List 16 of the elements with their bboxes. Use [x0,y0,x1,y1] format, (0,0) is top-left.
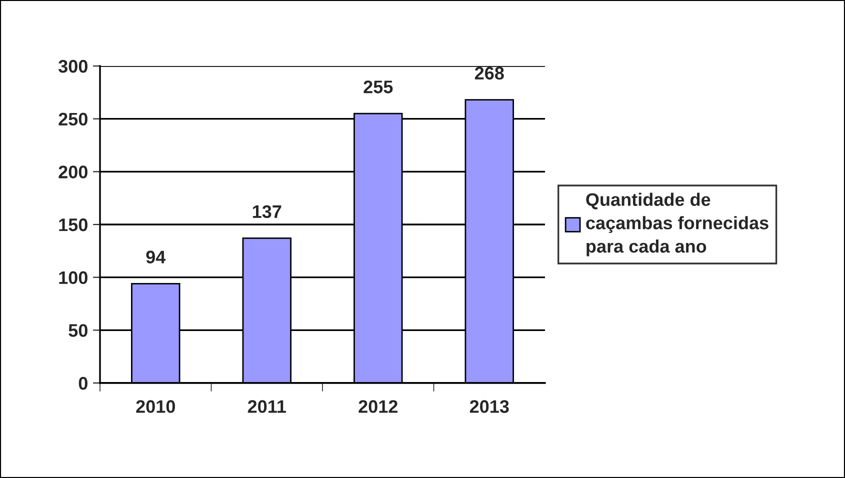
y-tick-label: 150 [59,218,88,232]
x-tick-label: 2011 [248,400,286,413]
y-tick-label: 200 [58,166,88,178]
legend-label: Quantidade de caçambas fornecidas para cada ano [586,192,768,256]
y-tick-label: 300 [58,60,88,73]
data-label: 94 [146,250,166,264]
x-tick-label: 2012 [358,400,398,413]
data-label: 268 [474,66,504,80]
x-tick-label: 2010 [136,400,175,413]
x-tick-label: 2013 [470,400,509,413]
data-label: 137 [252,205,282,218]
y-tick-label: 50 [68,324,88,337]
y-tick-label: 0 [78,376,88,390]
y-tick-label: 250 [58,112,88,126]
y-tick-label: 100 [59,271,88,284]
data-label: 255 [364,80,393,94]
